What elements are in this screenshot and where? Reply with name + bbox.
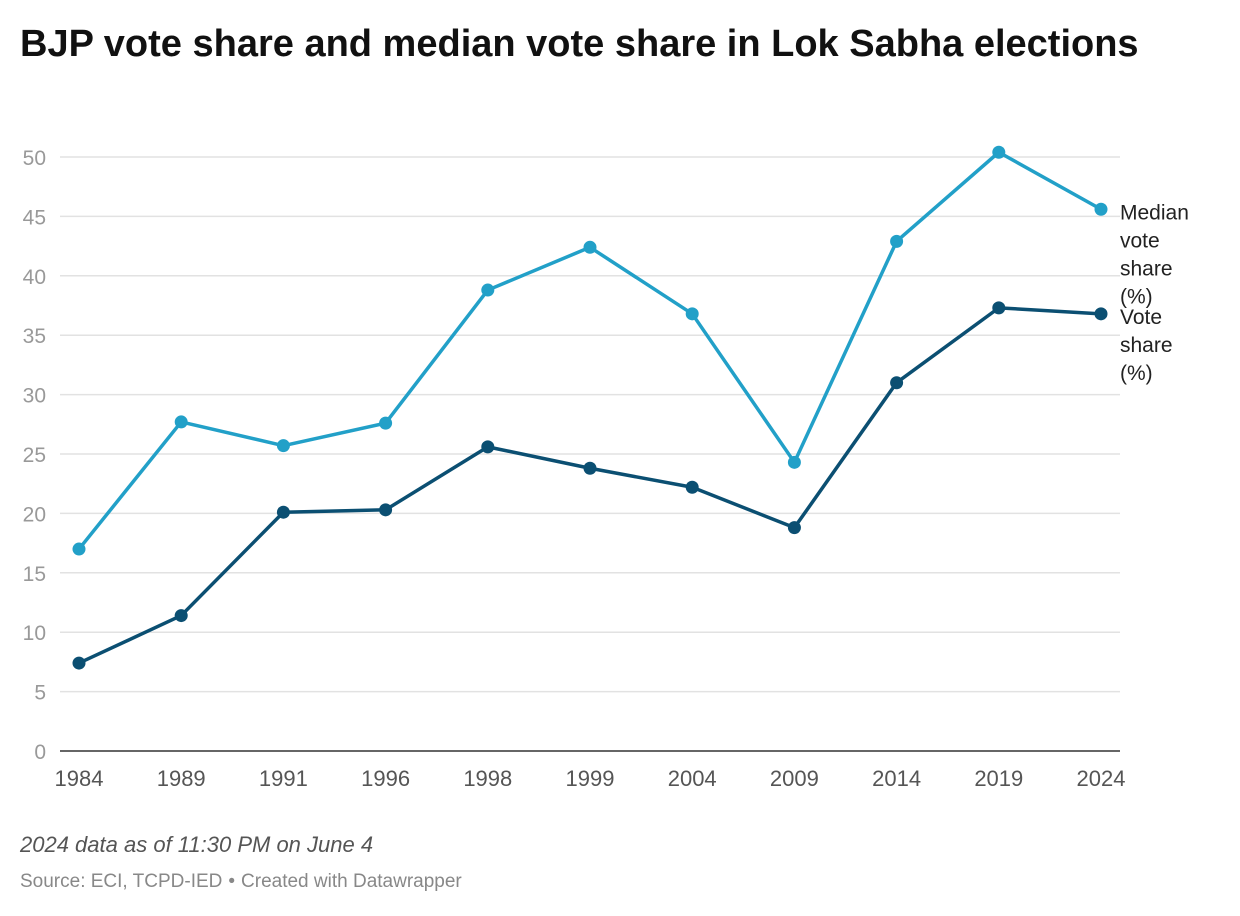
y-tick-label: 15 <box>23 563 46 586</box>
data-point[interactable] <box>276 505 290 519</box>
x-tick-label: 1999 <box>566 766 615 791</box>
data-point[interactable] <box>787 521 801 535</box>
credit-text[interactable]: Created with Datawrapper <box>241 871 462 892</box>
y-tick-label: 35 <box>23 325 46 348</box>
data-point[interactable] <box>583 240 597 254</box>
data-point[interactable] <box>890 376 904 390</box>
y-tick-label: 50 <box>23 147 46 170</box>
y-tick-label: 30 <box>23 385 46 408</box>
source-text: Source: ECI, TCPD-IED <box>20 871 223 892</box>
data-point[interactable] <box>174 609 188 623</box>
chart-title: BJP vote share and median vote share in … <box>20 23 1139 65</box>
data-point[interactable] <box>481 283 495 297</box>
y-axis-ticks: 0 5 10 15 20 25 30 35 40 45 50 <box>23 147 46 764</box>
data-point[interactable] <box>72 656 86 670</box>
data-point[interactable] <box>72 542 86 556</box>
data-point[interactable] <box>1094 202 1108 216</box>
x-tick-label: 2014 <box>872 766 921 791</box>
x-tick-label: 1998 <box>463 766 512 791</box>
x-tick-label: 2019 <box>974 766 1023 791</box>
x-tick-label: 1989 <box>157 766 206 791</box>
series-lines <box>77 150 1103 665</box>
x-tick-label: 1984 <box>55 766 104 791</box>
data-point[interactable] <box>992 145 1006 159</box>
data-point[interactable] <box>890 234 904 248</box>
data-point[interactable] <box>1094 307 1108 321</box>
series-line-1 <box>77 306 1103 665</box>
data-point[interactable] <box>379 503 393 517</box>
data-point[interactable] <box>787 455 801 469</box>
gridlines <box>60 156 1120 693</box>
data-point[interactable] <box>583 461 597 475</box>
source-separator: • <box>228 871 236 892</box>
data-point[interactable] <box>276 439 290 453</box>
y-tick-label: 25 <box>23 444 46 467</box>
data-point[interactable] <box>174 415 188 429</box>
data-point[interactable] <box>685 307 699 321</box>
series-labels: Median vote share (%)Vote share (%) <box>1120 201 1189 385</box>
data-point[interactable] <box>481 440 495 454</box>
x-tick-label: 2004 <box>668 766 717 791</box>
series-label-1: Vote share (%) <box>1120 306 1173 385</box>
y-tick-label: 40 <box>23 266 46 289</box>
chart-source: Source: ECI, TCPD-IED • Created with Dataw… <box>20 871 462 893</box>
y-tick-label: 10 <box>23 622 46 645</box>
series-line-0 <box>77 150 1103 551</box>
data-point[interactable] <box>685 480 699 494</box>
data-point[interactable] <box>992 301 1006 315</box>
y-tick-label: 20 <box>23 503 46 526</box>
y-tick-label: 5 <box>34 682 46 705</box>
x-tick-label: 2009 <box>770 766 819 791</box>
data-point[interactable] <box>379 416 393 430</box>
y-tick-label: 45 <box>23 206 46 229</box>
x-tick-label: 1991 <box>259 766 308 791</box>
x-tick-label: 2024 <box>1077 766 1126 791</box>
chart-note: 2024 data as of 11:30 PM on June 4 <box>20 832 374 857</box>
series-points <box>72 145 1108 670</box>
x-tick-label: 1996 <box>361 766 410 791</box>
x-axis-ticks: 1984 1989 1991 1996 1998 1999 2004 2009 2014 2019… <box>55 766 1126 791</box>
series-label-0: Median vote share (%) <box>1120 201 1189 308</box>
y-tick-label: 0 <box>34 741 46 764</box>
